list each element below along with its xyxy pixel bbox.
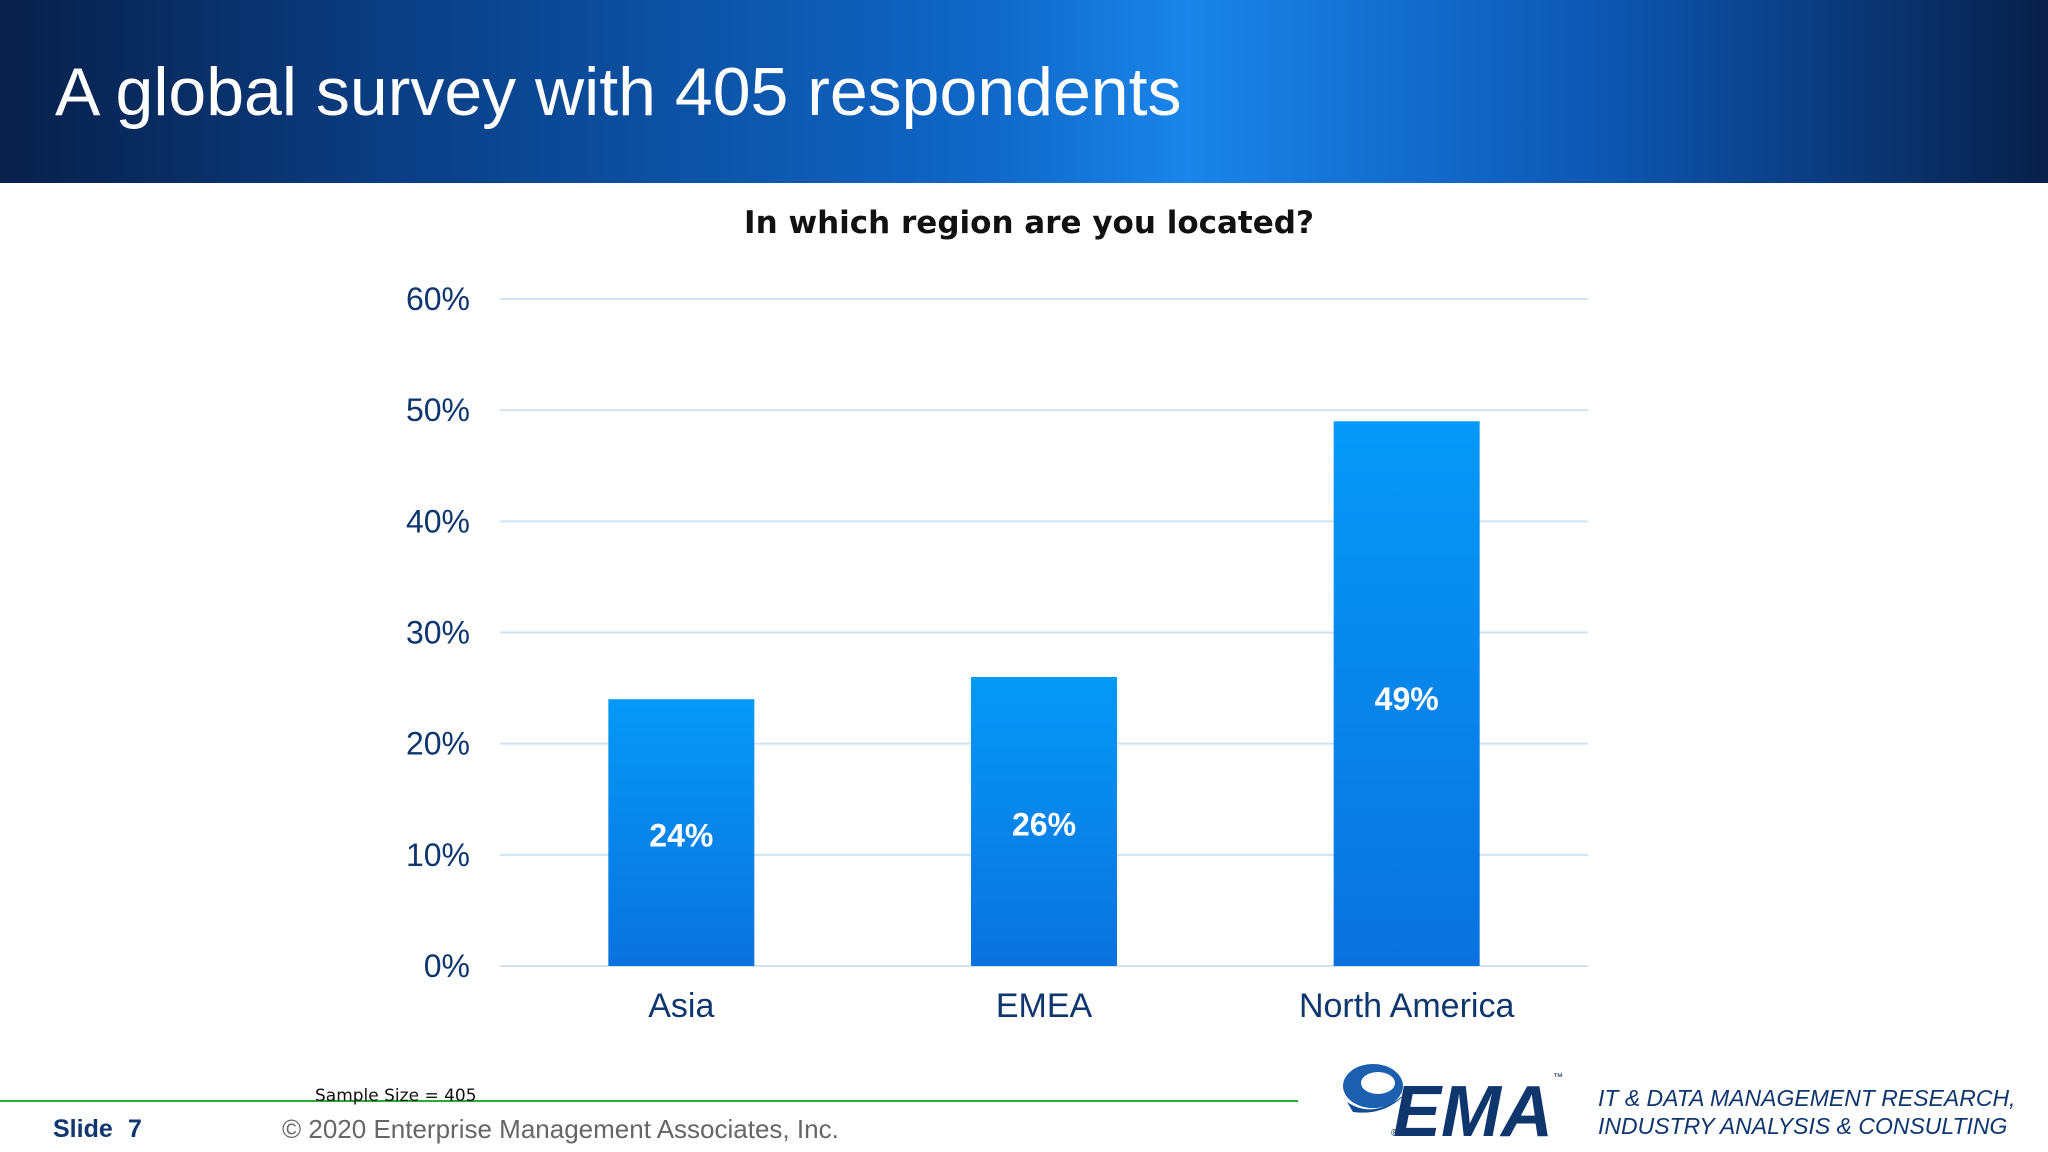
chart-title: In which region are you located? <box>744 205 1314 241</box>
x-tick-label: EMEA <box>996 987 1093 1025</box>
y-tick-label: 60% <box>406 281 470 317</box>
logo-registered: ® <box>1391 1128 1399 1139</box>
y-tick-label: 20% <box>406 726 470 762</box>
bar-north-america <box>1333 421 1480 966</box>
bar-asia <box>608 699 755 966</box>
y-tick-label: 10% <box>406 837 470 873</box>
y-tick-label: 0% <box>424 948 470 984</box>
logo-wordmark: EMA <box>1393 1072 1553 1140</box>
tagline-line-1: IT & DATA MANAGEMENT RESEARCH, <box>1598 1085 2016 1111</box>
y-tick-label: 30% <box>406 615 470 651</box>
footer-divider <box>0 1100 1298 1102</box>
x-tick-label: North America <box>1299 987 1514 1025</box>
company-tagline: IT & DATA MANAGEMENT RESEARCH, INDUSTRY … <box>1598 1084 2015 1140</box>
x-axis-labels: Asia EMEA North America <box>648 987 1514 1025</box>
y-axis-labels: 0% 10% 20% 30% 40% 50% 60% <box>406 281 470 984</box>
y-tick-label: 50% <box>406 392 470 428</box>
sample-size-note: Sample Size = 405 <box>315 1086 477 1106</box>
bars <box>608 421 1480 966</box>
y-tick-label: 40% <box>406 503 470 539</box>
x-tick-label: Asia <box>648 987 714 1025</box>
logo-trademark: ™ <box>1553 1072 1563 1083</box>
bar-emea <box>971 676 1117 966</box>
slide-number: 7 <box>128 1115 142 1143</box>
tagline-line-2: INDUSTRY ANALYSIS & CONSULTING <box>1598 1113 2008 1139</box>
title-banner: A global survey with 405 respondents <box>0 0 2048 183</box>
bar-value-label: 26% <box>1012 806 1076 842</box>
logo-swoosh-cutout <box>1361 1072 1395 1094</box>
bar-value-label: 24% <box>649 817 713 853</box>
bar-value-labels: 24% 26% 49% <box>649 681 1438 853</box>
copyright-notice: © 2020 Enterprise Management Associates,… <box>282 1114 839 1144</box>
ema-logo: EMA ™ ® <box>1343 1064 1563 1140</box>
bar-value-label: 49% <box>1375 681 1439 717</box>
slide-title: A global survey with 405 respondents <box>55 54 1182 130</box>
slide-label: Slide <box>53 1115 113 1143</box>
logo-swoosh-tail <box>1347 1094 1405 1113</box>
